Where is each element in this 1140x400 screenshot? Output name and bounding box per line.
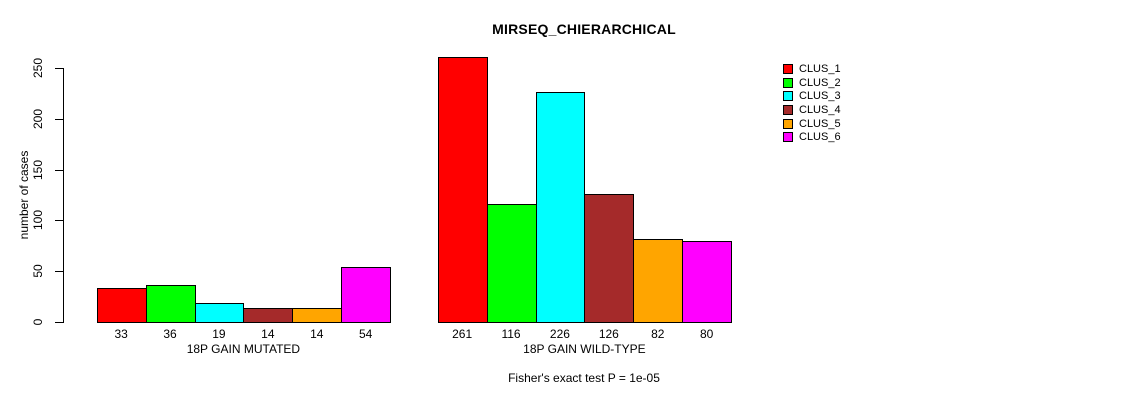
y-tick-label: 0 bbox=[31, 318, 45, 326]
bar-value-label: 54 bbox=[358, 327, 373, 341]
bar-clus_2 bbox=[487, 204, 537, 323]
stat-test-caption: Fisher's exact test P = 1e-05 bbox=[508, 371, 660, 385]
legend-swatch bbox=[783, 132, 793, 143]
legend-swatch bbox=[783, 118, 793, 129]
legend-label: CLUS_4 bbox=[799, 103, 841, 116]
bar-value-label: 82 bbox=[651, 327, 665, 341]
bar-value-label: 126 bbox=[598, 327, 619, 341]
legend-item: CLUS_3 bbox=[783, 89, 841, 103]
bar-value-label: 80 bbox=[699, 327, 714, 341]
bar-clus_4 bbox=[243, 308, 293, 323]
legend-swatch bbox=[783, 77, 793, 88]
bar-clus_1 bbox=[438, 57, 488, 323]
y-tick-label: 200 bbox=[31, 108, 45, 130]
bar-value-label: 14 bbox=[261, 327, 275, 341]
bar-value-label: 261 bbox=[452, 327, 473, 341]
bar-value-label: 226 bbox=[549, 327, 570, 341]
bar-value-label: 36 bbox=[163, 327, 177, 341]
y-axis-label: number of cases bbox=[17, 150, 31, 240]
y-tick bbox=[55, 68, 63, 69]
legend-label: CLUS_2 bbox=[799, 76, 841, 89]
y-tick-label: 100 bbox=[31, 209, 45, 231]
legend-item: CLUS_2 bbox=[783, 76, 841, 90]
bar-clus_3 bbox=[536, 92, 585, 323]
bar-clus_3 bbox=[195, 303, 244, 323]
bar-value-label: 19 bbox=[212, 327, 226, 341]
x-group-label: 18P GAIN MUTATED bbox=[186, 342, 301, 356]
legend-item: CLUS_1 bbox=[783, 62, 841, 76]
legend-item: CLUS_6 bbox=[783, 130, 841, 144]
bar-clus_5 bbox=[633, 239, 683, 323]
y-tick bbox=[55, 220, 63, 221]
y-tick bbox=[55, 119, 63, 120]
bar-clus_2 bbox=[146, 285, 196, 323]
chart-title: MIRSEQ_CHIERARCHICAL bbox=[492, 21, 676, 37]
bar-value-label: 14 bbox=[310, 327, 324, 341]
legend: CLUS_1 CLUS_2 CLUS_3 CLUS_4 CLUS_5 CLUS_6 bbox=[783, 62, 841, 144]
bar-value-label: 116 bbox=[501, 327, 521, 341]
legend-label: CLUS_3 bbox=[799, 90, 841, 103]
x-group-label: 18P GAIN WILD-TYPE bbox=[523, 342, 646, 356]
legend-swatch bbox=[783, 63, 793, 74]
bar-clus_6 bbox=[682, 241, 732, 323]
legend-label: CLUS_1 bbox=[799, 62, 841, 75]
legend-item: CLUS_5 bbox=[783, 117, 841, 131]
legend-label: CLUS_6 bbox=[799, 131, 841, 144]
y-tick bbox=[55, 322, 63, 323]
legend-item: CLUS_4 bbox=[783, 103, 841, 117]
y-tick-label: 150 bbox=[31, 159, 45, 181]
bar-clus_6 bbox=[341, 267, 391, 323]
y-tick-label: 50 bbox=[31, 264, 45, 278]
legend-label: CLUS_5 bbox=[799, 117, 841, 130]
y-axis-line bbox=[63, 68, 64, 323]
y-tick bbox=[55, 170, 63, 171]
bar-clus_1 bbox=[97, 288, 147, 323]
bar-clus_4 bbox=[584, 194, 634, 323]
y-tick-label: 250 bbox=[31, 57, 45, 79]
bar-clus_5 bbox=[292, 308, 342, 323]
legend-swatch bbox=[783, 91, 793, 102]
y-tick bbox=[55, 271, 63, 272]
bar-value-label: 33 bbox=[114, 327, 128, 341]
legend-swatch bbox=[783, 104, 793, 115]
